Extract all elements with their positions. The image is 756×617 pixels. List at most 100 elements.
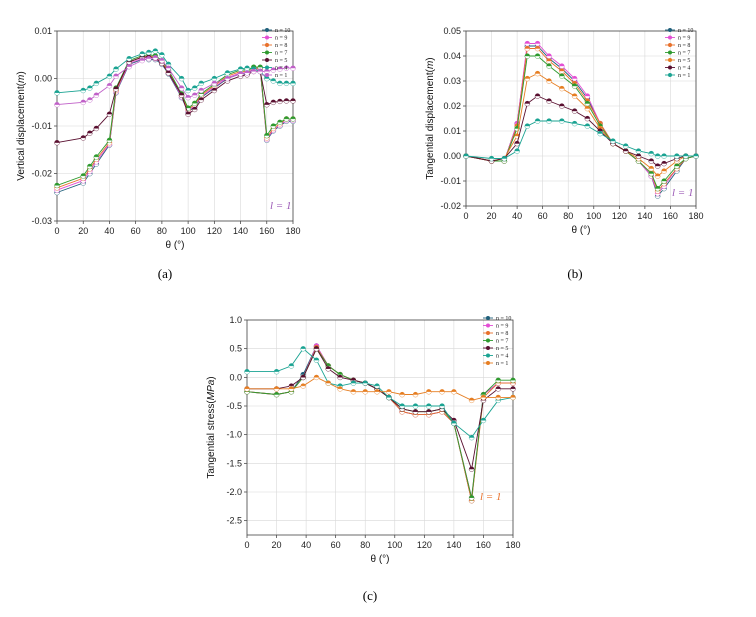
data-point-top xyxy=(674,163,680,166)
data-point-top xyxy=(178,92,185,96)
data-point-bottom xyxy=(362,391,369,395)
data-point-top xyxy=(648,150,654,154)
data-point-top xyxy=(597,125,603,129)
data-point-bottom xyxy=(468,497,475,501)
data-point xyxy=(80,173,87,179)
data-point-bottom xyxy=(480,420,487,424)
legend-entry: n = 9 xyxy=(678,36,690,42)
data-point xyxy=(288,386,295,392)
data-point xyxy=(270,123,277,129)
data-point-bottom xyxy=(185,90,191,94)
data-point-top xyxy=(264,68,270,72)
legend-entry: n = 1 xyxy=(275,73,287,79)
x-axis-label: θ (°) xyxy=(371,554,390,565)
data-point-top xyxy=(165,61,172,65)
y-axis-label-unit: MPa xyxy=(206,379,217,400)
data-point-top xyxy=(510,386,516,389)
data-point-bottom xyxy=(514,128,520,132)
x-tick-label: 80 xyxy=(563,211,573,221)
data-point-top xyxy=(501,155,507,159)
data-point xyxy=(270,78,277,84)
data-point xyxy=(546,63,552,69)
y-axis-label-text: Tangential stress( xyxy=(206,400,217,479)
data-point-bottom xyxy=(463,155,469,159)
series-line-3 xyxy=(56,54,293,186)
data-point xyxy=(325,366,332,372)
data-point xyxy=(283,98,290,104)
data-point xyxy=(674,163,680,169)
data-point-bottom xyxy=(439,391,445,395)
data-point-bottom xyxy=(559,70,565,74)
y-tick-label: 0.01 xyxy=(443,126,461,136)
data-point xyxy=(399,391,405,398)
data-point-top xyxy=(559,103,565,106)
data-point-bottom xyxy=(237,75,244,79)
data-point-top xyxy=(439,403,445,406)
data-point-bottom xyxy=(288,365,295,369)
data-point xyxy=(139,51,146,57)
data-point xyxy=(571,120,578,127)
panel-a-vertical-displacement: -0.03 -0.02 -0.01 0.00 0.01 0 20 40 60 80 100 120 14… xyxy=(16,26,301,281)
y-tick-label: 0.03 xyxy=(443,76,461,86)
data-point-bottom xyxy=(283,118,290,122)
legend-entry: n = 10 xyxy=(496,316,511,322)
data-point xyxy=(126,55,132,62)
x-tick-label: 40 xyxy=(301,540,311,550)
data-point-top xyxy=(337,371,343,375)
data-point-bottom xyxy=(468,468,475,472)
data-point-top xyxy=(597,130,603,134)
data-point-top xyxy=(152,48,158,51)
data-point-top xyxy=(300,346,306,349)
data-point xyxy=(439,403,445,409)
data-point-bottom xyxy=(534,48,541,52)
data-point-top xyxy=(510,394,516,398)
data-point-top xyxy=(192,100,198,104)
data-point-bottom xyxy=(244,388,250,392)
legend-entry: n = 5 xyxy=(275,58,287,64)
data-point-bottom xyxy=(654,195,661,199)
data-point-top xyxy=(559,68,565,71)
data-point-bottom xyxy=(277,68,283,72)
data-point-top xyxy=(251,66,257,69)
data-point-top xyxy=(54,102,60,105)
data-point-bottom xyxy=(510,388,516,392)
plot-frame xyxy=(465,30,697,207)
data-point-bottom xyxy=(386,397,392,401)
legend-swatch-marker xyxy=(486,331,490,335)
data-point-top xyxy=(325,380,331,384)
series-line-5 xyxy=(247,348,514,439)
data-point-top xyxy=(146,49,152,53)
data-point xyxy=(178,92,185,98)
data-point-top xyxy=(277,80,283,84)
data-point xyxy=(257,64,264,70)
data-point-top xyxy=(399,391,405,395)
data-point-bottom xyxy=(648,173,655,177)
data-point-bottom xyxy=(654,165,661,169)
data-point xyxy=(283,116,290,122)
data-point-top xyxy=(80,173,86,176)
x-tick-label: 20 xyxy=(78,226,88,236)
y-tick-label: -0.03 xyxy=(31,216,52,226)
data-point-top xyxy=(534,40,541,44)
data-point xyxy=(546,98,552,104)
data-point-bottom xyxy=(654,155,661,159)
data-point-bottom xyxy=(425,414,432,418)
data-point-bottom xyxy=(501,158,508,162)
data-point-top xyxy=(524,53,530,56)
data-point xyxy=(362,389,369,395)
data-point-top xyxy=(648,170,654,174)
data-point-bottom xyxy=(654,193,661,197)
data-point-top xyxy=(524,40,530,44)
data-point-top xyxy=(273,386,280,389)
data-point-bottom xyxy=(263,78,270,82)
data-point-top xyxy=(283,80,290,84)
data-point-bottom xyxy=(80,182,87,186)
legend-swatch-marker xyxy=(265,43,269,47)
data-point-top xyxy=(106,137,113,141)
data-point-top xyxy=(211,80,217,84)
legend-swatch-marker xyxy=(668,35,672,40)
x-tick-label: 60 xyxy=(538,211,548,221)
data-point xyxy=(263,102,270,108)
data-point-bottom xyxy=(610,140,616,144)
series-line-6 xyxy=(247,376,513,401)
